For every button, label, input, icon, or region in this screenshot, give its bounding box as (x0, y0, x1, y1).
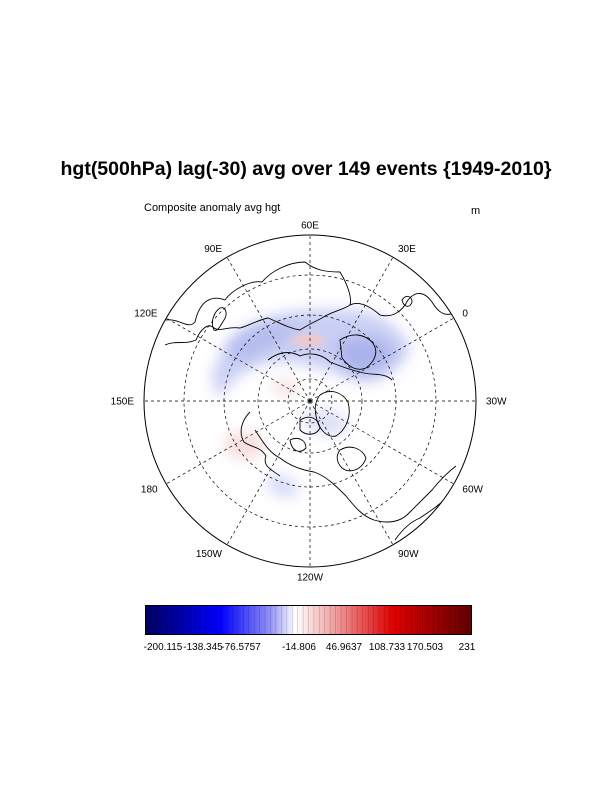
coastline-japan (211, 307, 227, 331)
coastline-north-america (254, 429, 457, 523)
longitude-line (309, 400, 394, 545)
coastline-alaska (240, 411, 281, 477)
anomaly-field (212, 309, 410, 498)
colorbar-tick-label: 231 (458, 642, 476, 653)
coastline-hudson-bay (336, 446, 367, 472)
longitude-line (309, 317, 454, 402)
longitude-label: 150E (111, 397, 135, 408)
longitude-line (166, 400, 311, 485)
positive-anomaly-pole (270, 379, 300, 397)
longitude-label: 120W (297, 573, 324, 584)
longitude-label: 60W (462, 485, 483, 496)
longitude-label: 120E (134, 309, 158, 320)
negative-anomaly-arctic (300, 409, 350, 436)
colorbar-tick-label: -76.5757 (221, 642, 261, 653)
negative-anomaly-pacific (265, 474, 299, 498)
longitude-line (226, 400, 311, 545)
map-boundary (143, 234, 477, 568)
longitude-line (309, 257, 394, 402)
colorbar-tick-label: -14.806 (282, 642, 316, 653)
longitude-line (309, 400, 454, 485)
coastline-scandinavia (339, 334, 377, 370)
colorbar-tick-label: 108.733 (368, 642, 406, 653)
longitude-label: 180 (141, 485, 158, 496)
longitude-label: 30E (398, 244, 416, 255)
coastline-arctic-islands (289, 416, 321, 452)
colorbar-tick-label: -200.115 (143, 642, 183, 653)
latitude-circle-60 (257, 348, 363, 454)
main-title: hgt(500hPa) lag(-30) avg over 149 events… (60, 158, 552, 180)
longitude-label: 0 (462, 309, 468, 320)
units-label: m (471, 205, 481, 217)
longitude-grid (144, 235, 476, 567)
left-subtitle: Composite anomaly avg hgt (144, 202, 281, 214)
longitude-label: 150W (196, 549, 223, 560)
colorbar-tick-label: -138.345 (183, 642, 223, 653)
longitude-label: 90W (398, 549, 419, 560)
colorbar-segments (150, 605, 467, 635)
colorbar-tick-label: 46.9637 (325, 642, 363, 653)
longitude-label: 90E (204, 244, 222, 255)
negative-anomaly-north-atlantic (335, 336, 395, 373)
colorbar-tick-label: 170.503 (406, 642, 444, 653)
longitude-label: 30W (486, 397, 507, 408)
coastline-central-america (394, 499, 445, 541)
latitude-circle-75 (287, 378, 333, 424)
colorbar (145, 605, 472, 635)
longitude-line (226, 257, 311, 402)
coastline-britain (401, 295, 413, 307)
coastline-greenland (314, 391, 350, 437)
positive-anomaly-eurasia (290, 334, 326, 346)
longitude-label: 60E (301, 221, 319, 232)
longitude-labels: 60E 30E 0 30W 60W 90W 120W 150W 180 150E 120E 90E (111, 221, 507, 584)
negative-anomaly-core (225, 322, 300, 362)
longitude-line (166, 317, 311, 402)
positive-anomaly-north-pacific (225, 432, 265, 459)
coastline-asia (164, 261, 351, 346)
coastline-europe (349, 293, 476, 317)
